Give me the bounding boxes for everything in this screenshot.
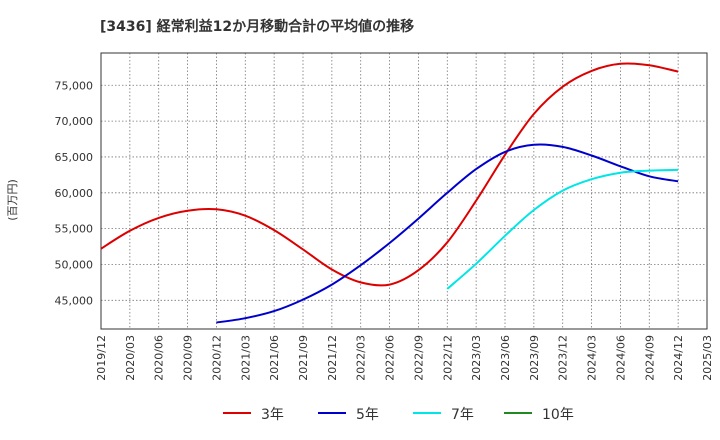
plot-frame (100, 52, 708, 330)
x-tick-label: 2022/12 (441, 335, 454, 381)
legend-label: 10年 (542, 407, 574, 423)
y-tick-label: 70,000 (55, 115, 94, 128)
x-tick-label: 2022/09 (412, 335, 425, 381)
x-tick-label: 2020/09 (182, 335, 195, 381)
x-tick-label: 2020/06 (153, 335, 166, 381)
y-tick-label: 65,000 (55, 151, 94, 164)
legend-label: 3年 (261, 407, 284, 423)
chart-title: [3436] 経常利益12か月移動合計の平均値の推移 (100, 18, 414, 35)
legend-label: 5年 (356, 407, 379, 423)
x-axis: 2019/12 2020/03 2020/06 2020/09 2020/12 2021/… (95, 335, 714, 381)
x-tick-label: 2024/12 (672, 335, 685, 381)
series-line-2 (216, 143, 679, 324)
y-tick-label: 60,000 (55, 187, 94, 200)
series-layer (100, 62, 679, 324)
x-tick-label: 2024/03 (586, 335, 599, 381)
x-tick-label: 2022/03 (355, 335, 368, 381)
x-tick-label: 2024/06 (614, 335, 627, 381)
x-tick-label: 2023/12 (557, 335, 570, 381)
y-tick-label: 50,000 (55, 258, 94, 271)
x-tick-label: 2023/06 (499, 335, 512, 381)
y-axis-label: (百万円) (6, 179, 19, 221)
x-tick-label: 2019/12 (95, 335, 108, 381)
y-tick-label: 75,000 (55, 79, 94, 92)
y-tick-label: 55,000 (55, 223, 94, 236)
legend: 3年 5年 7年 10年 (223, 407, 574, 423)
x-tick-label: 2025/03 (701, 335, 714, 381)
x-tick-label: 2021/03 (239, 335, 252, 381)
x-tick-label: 2021/12 (326, 335, 339, 381)
y-axis: 45,000 50,000 55,000 60,000 65,000 70,000 75,0… (55, 79, 94, 307)
x-tick-label: 2020/03 (124, 335, 137, 381)
x-tick-label: 2021/06 (268, 335, 281, 381)
x-tick-label: 2023/03 (470, 335, 483, 381)
x-tick-label: 2024/09 (643, 335, 656, 381)
x-tick-label: 2021/09 (297, 335, 310, 381)
legend-label: 7年 (451, 407, 474, 423)
x-tick-label: 2022/06 (384, 335, 397, 381)
grid (100, 53, 708, 329)
series-line-1 (100, 62, 679, 287)
x-tick-label: 2020/12 (210, 335, 223, 381)
series-line-3 (446, 168, 679, 290)
y-tick-label: 45,000 (55, 294, 94, 307)
x-tick-label: 2023/09 (528, 335, 541, 381)
